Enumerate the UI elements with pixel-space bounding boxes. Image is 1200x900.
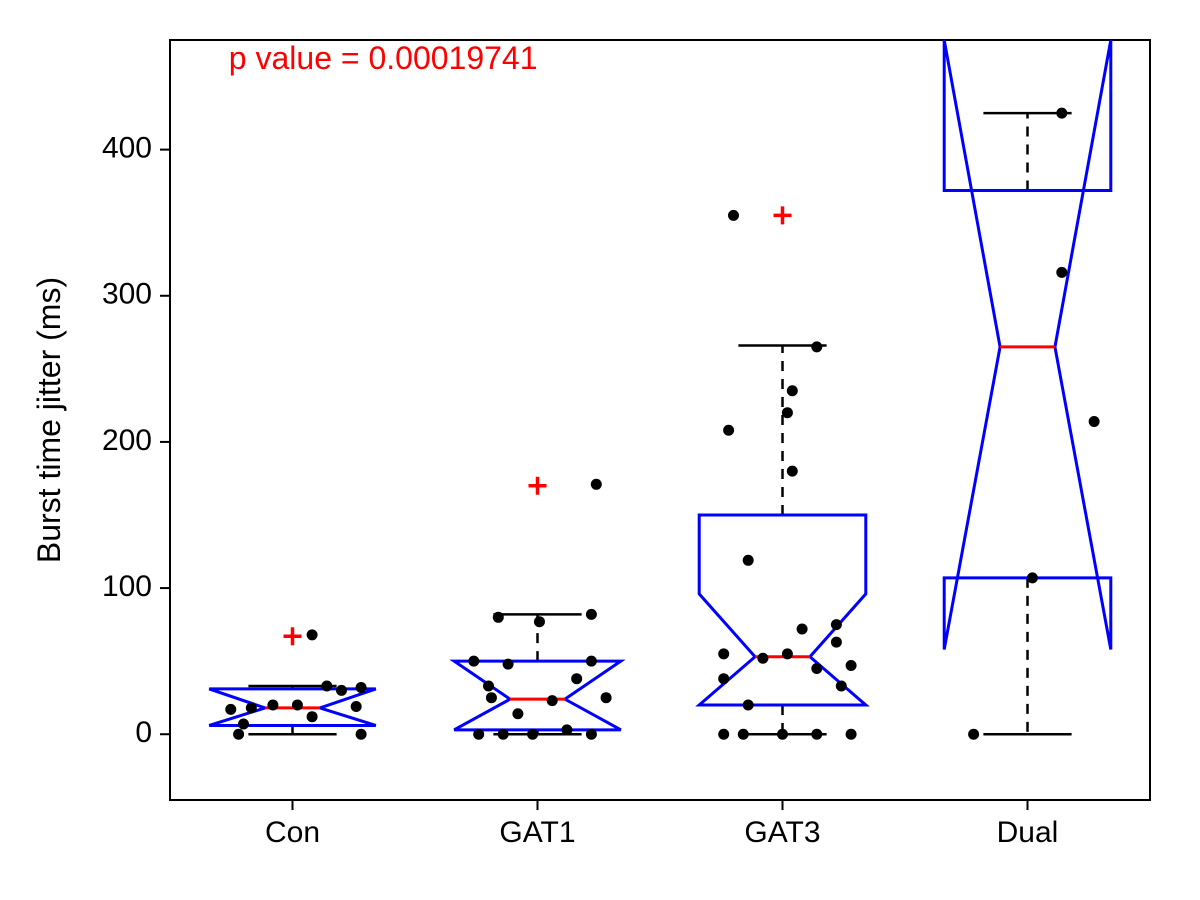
boxplot-chart: 0 100 200 300 400 Con GAT1 GAT3 Dual Burst time j… <box>0 0 1200 900</box>
data-point <box>292 700 303 711</box>
data-point <box>846 660 857 671</box>
data-point <box>601 692 612 703</box>
data-point <box>846 729 857 740</box>
data-point <box>561 724 572 735</box>
data-point <box>233 729 244 740</box>
data-point <box>811 729 822 740</box>
data-point <box>718 673 729 684</box>
data-point <box>336 685 347 696</box>
data-point <box>718 648 729 659</box>
xtick-label: Dual <box>997 816 1059 849</box>
ytick-label: 0 <box>135 716 152 749</box>
data-point <box>777 729 788 740</box>
data-point <box>267 700 278 711</box>
data-point <box>527 729 538 740</box>
box <box>454 661 621 730</box>
data-point <box>738 729 749 740</box>
data-point <box>728 210 739 221</box>
data-point <box>787 466 798 477</box>
data-point <box>831 637 842 648</box>
data-point <box>547 695 558 706</box>
data-point <box>797 624 808 635</box>
y-axis-label: Burst time jitter (ms) <box>31 277 67 563</box>
data-point <box>356 682 367 693</box>
data-point <box>351 701 362 712</box>
data-point <box>307 711 318 722</box>
xtick-label: GAT3 <box>744 816 820 849</box>
data-point <box>743 555 754 566</box>
xtick-label: GAT1 <box>499 816 575 849</box>
data-point <box>831 619 842 630</box>
ytick-label: 100 <box>102 570 152 603</box>
data-point <box>757 653 768 664</box>
data-point <box>468 656 479 667</box>
data-point <box>512 708 523 719</box>
data-point <box>743 700 754 711</box>
data-point <box>503 659 514 670</box>
outlier-marker <box>529 477 547 495</box>
data-point <box>586 656 597 667</box>
plot-content <box>209 40 1111 740</box>
data-point <box>723 425 734 436</box>
data-point <box>811 341 822 352</box>
ytick-label: 300 <box>102 278 152 311</box>
ytick-label: 400 <box>102 132 152 165</box>
data-point <box>356 729 367 740</box>
data-point <box>968 729 979 740</box>
data-point <box>782 648 793 659</box>
data-point <box>1056 267 1067 278</box>
data-point <box>493 612 504 623</box>
data-point <box>483 681 494 692</box>
outlier-marker <box>284 627 302 645</box>
data-point <box>571 673 582 684</box>
data-point <box>225 704 236 715</box>
data-point <box>787 385 798 396</box>
data-point <box>238 719 249 730</box>
data-point <box>1027 572 1038 583</box>
data-point <box>498 729 509 740</box>
data-point <box>836 681 847 692</box>
p-value-annotation: p value = 0.00019741 <box>229 40 538 76</box>
data-point <box>321 681 332 692</box>
outlier-marker <box>774 206 792 224</box>
data-point <box>586 609 597 620</box>
data-point <box>586 729 597 740</box>
data-point <box>307 629 318 640</box>
data-point <box>718 729 729 740</box>
data-point <box>1056 108 1067 119</box>
data-point <box>534 616 545 627</box>
data-point <box>246 702 257 713</box>
data-point <box>782 407 793 418</box>
data-point <box>591 479 602 490</box>
xtick-label: Con <box>265 816 320 849</box>
ytick-label: 200 <box>102 424 152 457</box>
data-point <box>473 729 484 740</box>
data-point <box>811 663 822 674</box>
data-point <box>1089 416 1100 427</box>
data-point <box>486 692 497 703</box>
